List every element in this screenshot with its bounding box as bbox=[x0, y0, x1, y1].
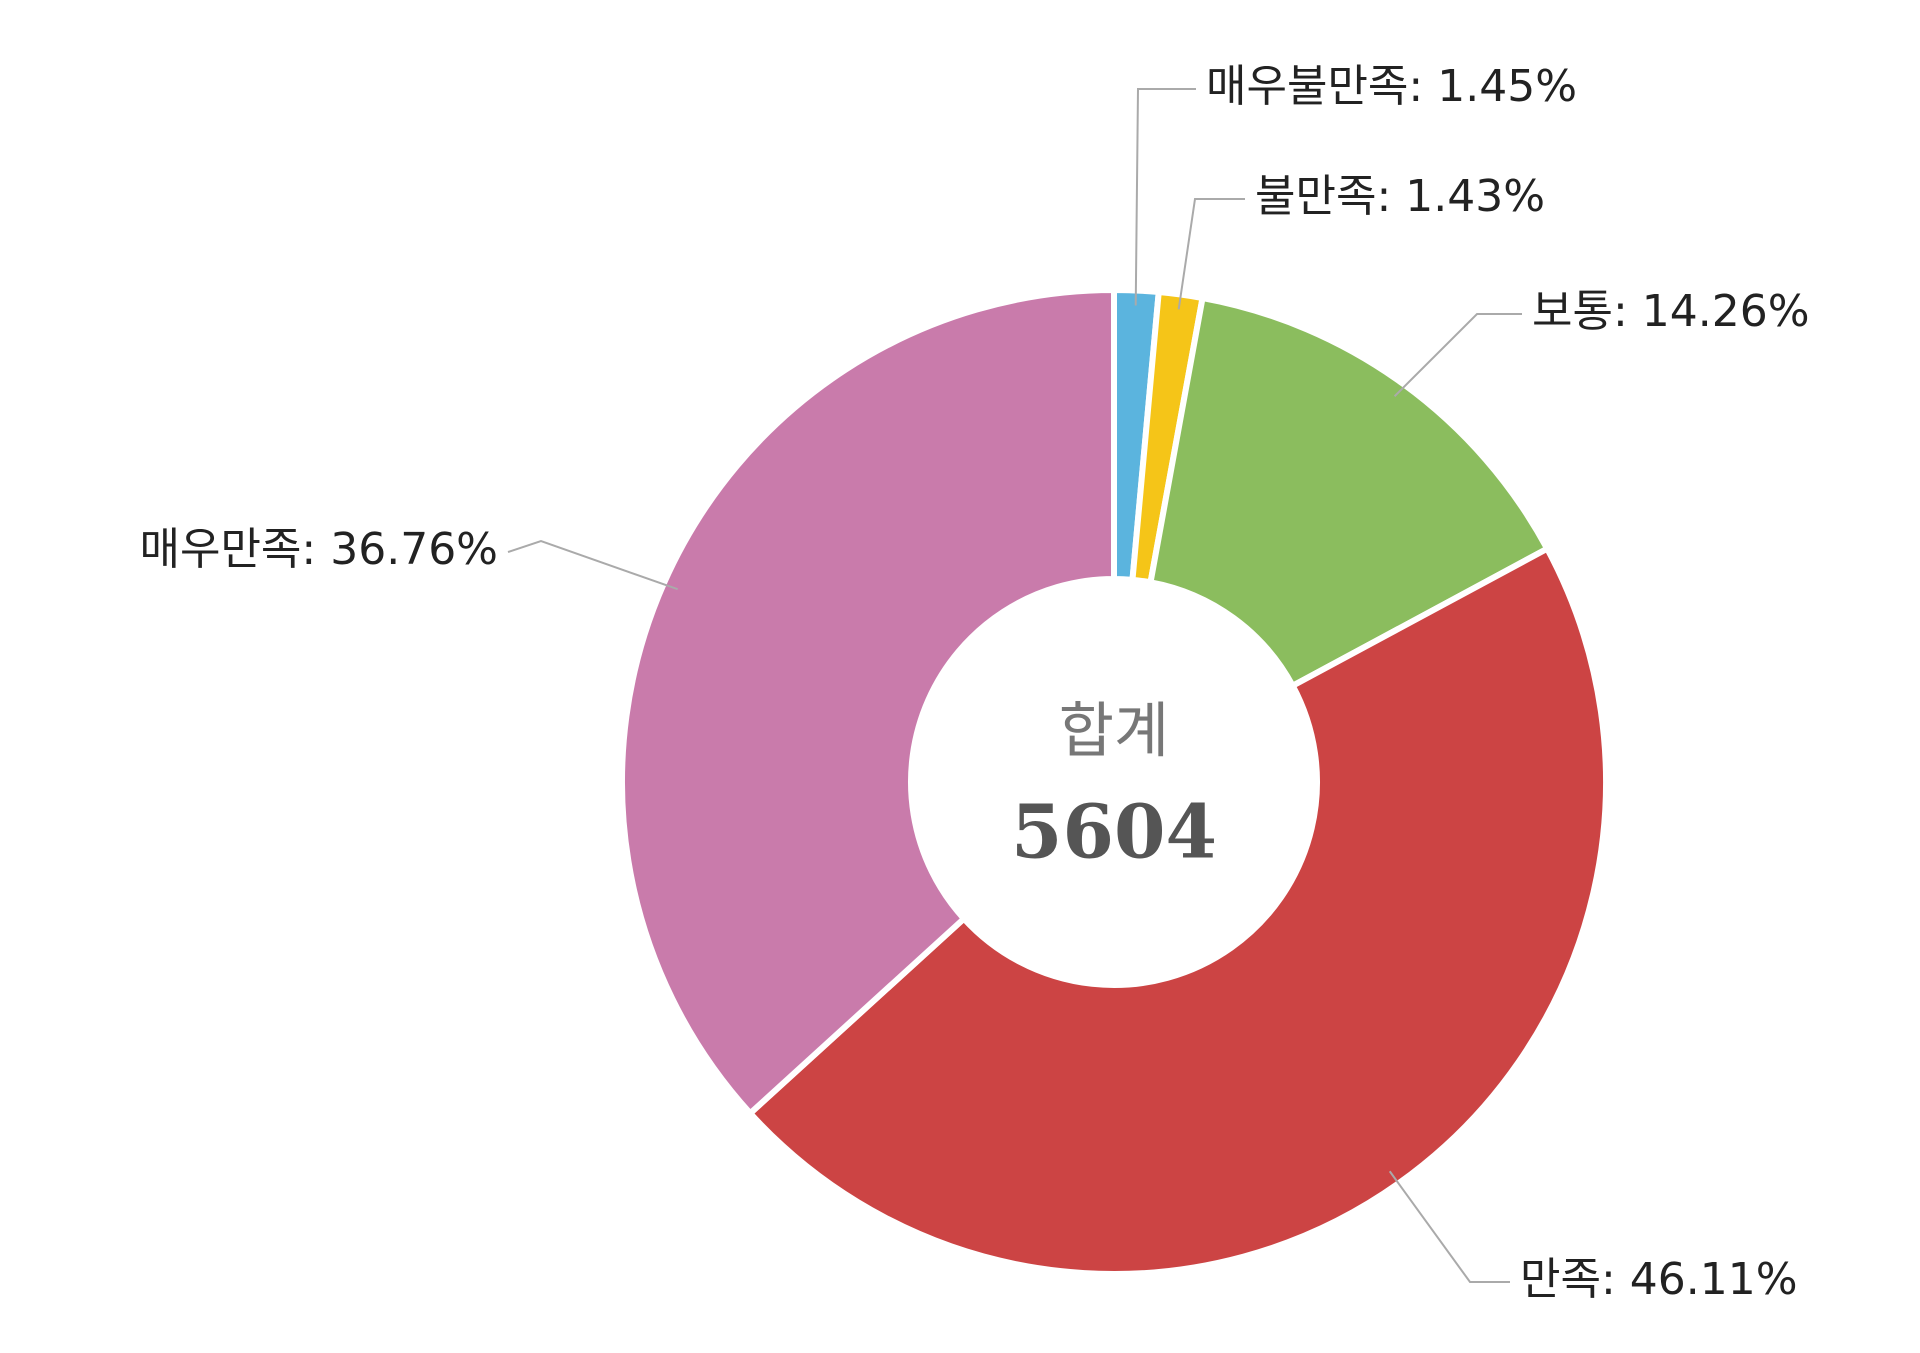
label-name: 매우만족 bbox=[139, 524, 301, 575]
labels: 매우불만족: 1.45% 불만족: 1.43% 보통: 14.26% 만족: 46.1… bbox=[139, 61, 1809, 1305]
slice-label: 만족: 46.11% bbox=[1520, 1254, 1798, 1305]
leader-line bbox=[1388, 1170, 1510, 1283]
label-value: 1.43% bbox=[1405, 171, 1545, 222]
label-separator: : bbox=[1376, 171, 1405, 222]
slice-label: 매우만족: 36.76% bbox=[139, 524, 498, 575]
label-value: 36.76% bbox=[330, 524, 498, 575]
slice-label: 보통: 14.26% bbox=[1532, 286, 1810, 337]
center-title: 합계 bbox=[1059, 697, 1169, 767]
label-separator: : bbox=[301, 524, 330, 575]
slice-label: 매우불만족: 1.45% bbox=[1206, 61, 1577, 112]
slice-label: 불만족: 1.43% bbox=[1255, 171, 1545, 222]
donut-slice bbox=[1147, 294, 1552, 690]
leader-line bbox=[507, 539, 679, 591]
label-value: 46.11% bbox=[1630, 1254, 1798, 1305]
label-name: 불만족 bbox=[1255, 171, 1376, 222]
label-separator: : bbox=[1601, 1254, 1630, 1305]
donut-slice bbox=[745, 544, 1609, 1277]
center-value: 5604 bbox=[1011, 790, 1217, 876]
label-name: 매우불만족 bbox=[1206, 61, 1408, 112]
leader-line bbox=[1134, 88, 1196, 306]
label-separator: : bbox=[1408, 61, 1437, 112]
label-name: 보통 bbox=[1532, 286, 1613, 337]
leader-line bbox=[1393, 313, 1522, 397]
label-name: 만족 bbox=[1520, 1254, 1601, 1305]
label-value: 1.45% bbox=[1437, 61, 1577, 112]
donut-slice bbox=[619, 286, 1117, 1118]
label-value: 14.26% bbox=[1642, 286, 1810, 337]
label-separator: : bbox=[1613, 286, 1642, 337]
leader-line bbox=[1177, 198, 1245, 310]
